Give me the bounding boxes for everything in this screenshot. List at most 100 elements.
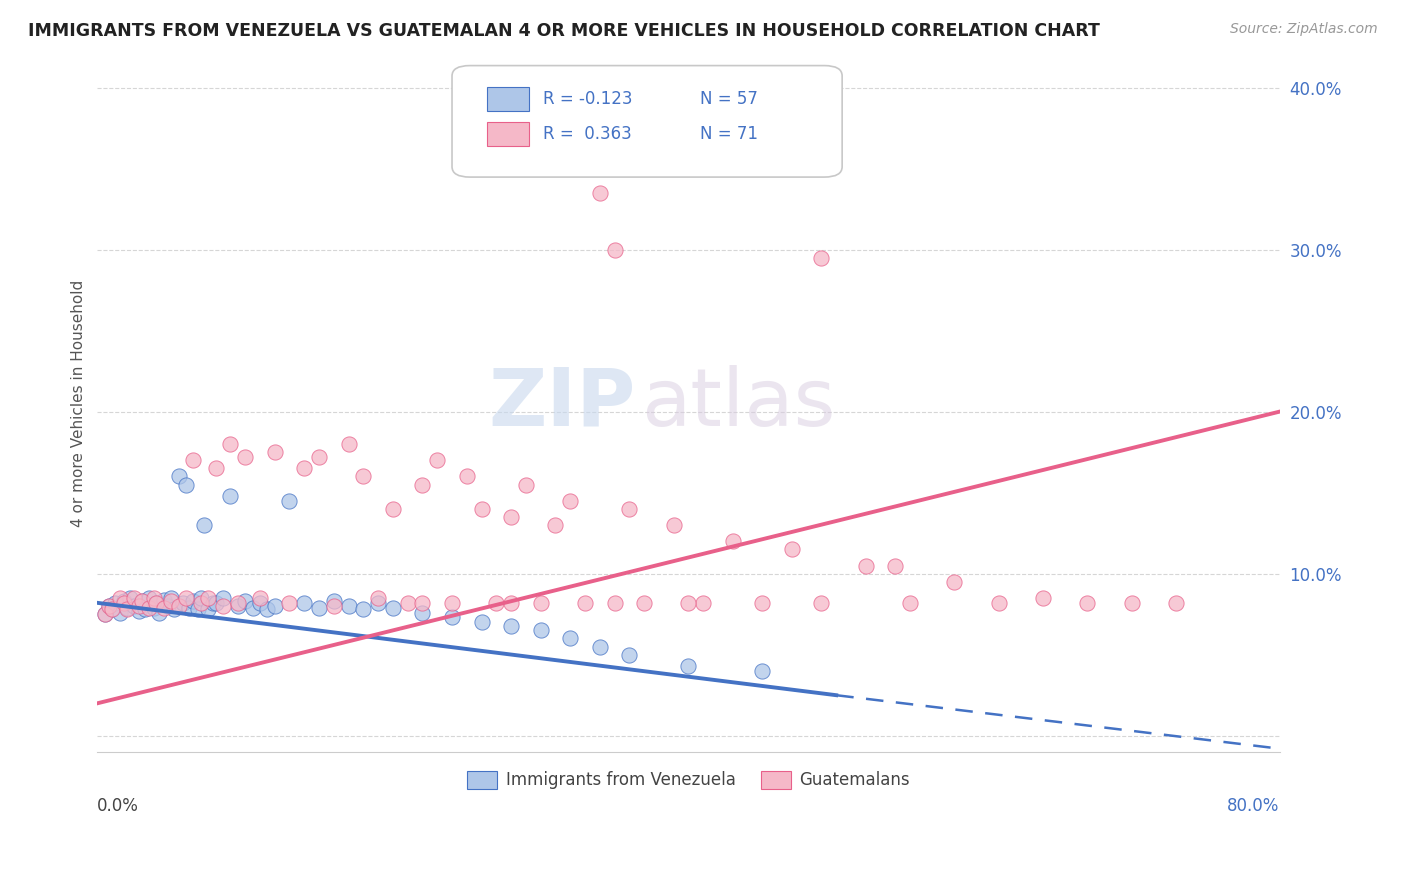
Point: [112, 596, 135, 610]
Point: [108, 606, 131, 620]
Point: [589, 640, 612, 654]
Text: 80.0%: 80.0%: [1227, 797, 1279, 815]
Point: [101, 602, 124, 616]
Point: [780, 542, 803, 557]
Point: [190, 591, 212, 605]
Point: [278, 596, 301, 610]
Point: [426, 453, 449, 467]
Point: [104, 596, 127, 610]
Point: [172, 596, 194, 610]
Point: [1076, 596, 1098, 610]
Point: [530, 596, 553, 610]
Point: [396, 596, 419, 610]
Point: [233, 450, 256, 464]
Point: [201, 596, 224, 610]
Point: [898, 596, 921, 610]
Y-axis label: 4 or more Vehicles in Household: 4 or more Vehicles in Household: [72, 280, 86, 527]
Point: [381, 501, 404, 516]
Point: [98, 599, 121, 613]
Text: ZIP: ZIP: [488, 365, 636, 442]
Point: [810, 596, 832, 610]
Point: [501, 510, 523, 524]
Point: [633, 596, 655, 610]
Point: [226, 596, 249, 610]
Point: [292, 461, 315, 475]
Point: [131, 594, 153, 608]
Point: [855, 558, 877, 573]
Point: [721, 534, 744, 549]
Point: [292, 596, 315, 610]
Point: [187, 602, 209, 616]
Point: [160, 594, 183, 608]
Point: [142, 600, 165, 615]
Point: [124, 591, 146, 605]
Point: [183, 594, 205, 608]
Point: [115, 602, 138, 616]
Point: [544, 518, 567, 533]
Point: [603, 243, 626, 257]
Bar: [488, 121, 529, 146]
Point: [115, 600, 138, 615]
Text: R = -0.123: R = -0.123: [543, 90, 633, 108]
Point: [157, 599, 180, 613]
Point: [337, 437, 360, 451]
Text: N = 57: N = 57: [700, 90, 758, 108]
Point: [93, 607, 115, 622]
Point: [411, 596, 433, 610]
Point: [148, 606, 170, 620]
Point: [138, 600, 160, 615]
Point: [93, 607, 115, 622]
Point: [530, 624, 553, 638]
Point: [751, 664, 773, 678]
Point: [471, 501, 494, 516]
Point: [197, 591, 219, 605]
Text: 0.0%: 0.0%: [97, 797, 139, 815]
Point: [183, 453, 205, 467]
Point: [589, 186, 612, 200]
Point: [145, 596, 167, 610]
Point: [337, 599, 360, 613]
Point: [212, 599, 235, 613]
Point: [692, 596, 714, 610]
Point: [515, 477, 537, 491]
Text: R =  0.363: R = 0.363: [543, 125, 631, 143]
Point: [367, 596, 389, 610]
Point: [193, 518, 215, 533]
Point: [219, 437, 242, 451]
Point: [242, 600, 264, 615]
Point: [501, 618, 523, 632]
Legend: Immigrants from Venezuela, Guatemalans: Immigrants from Venezuela, Guatemalans: [461, 764, 917, 796]
Point: [131, 594, 153, 608]
Point: [153, 600, 176, 615]
Point: [278, 493, 301, 508]
Point: [574, 596, 596, 610]
Point: [174, 591, 197, 605]
Point: [167, 469, 190, 483]
Point: [1166, 596, 1188, 610]
Point: [411, 606, 433, 620]
Point: [322, 599, 344, 613]
Point: [142, 591, 165, 605]
Point: [263, 599, 285, 613]
Point: [204, 596, 226, 610]
Point: [603, 596, 626, 610]
Point: [751, 596, 773, 610]
Point: [167, 599, 190, 613]
Point: [249, 596, 271, 610]
Point: [560, 632, 582, 646]
Point: [124, 599, 146, 613]
Point: [153, 592, 176, 607]
Point: [485, 596, 508, 610]
Point: [98, 599, 121, 613]
Point: [322, 594, 344, 608]
Point: [128, 604, 150, 618]
Point: [381, 600, 404, 615]
Point: [678, 596, 700, 610]
Point: [308, 600, 330, 615]
Point: [619, 648, 641, 662]
Point: [352, 469, 374, 483]
Text: IMMIGRANTS FROM VENEZUELA VS GUATEMALAN 4 OR MORE VEHICLES IN HOUSEHOLD CORRELAT: IMMIGRANTS FROM VENEZUELA VS GUATEMALAN …: [28, 22, 1099, 40]
Point: [1032, 591, 1054, 605]
Point: [411, 477, 433, 491]
Point: [112, 594, 135, 608]
